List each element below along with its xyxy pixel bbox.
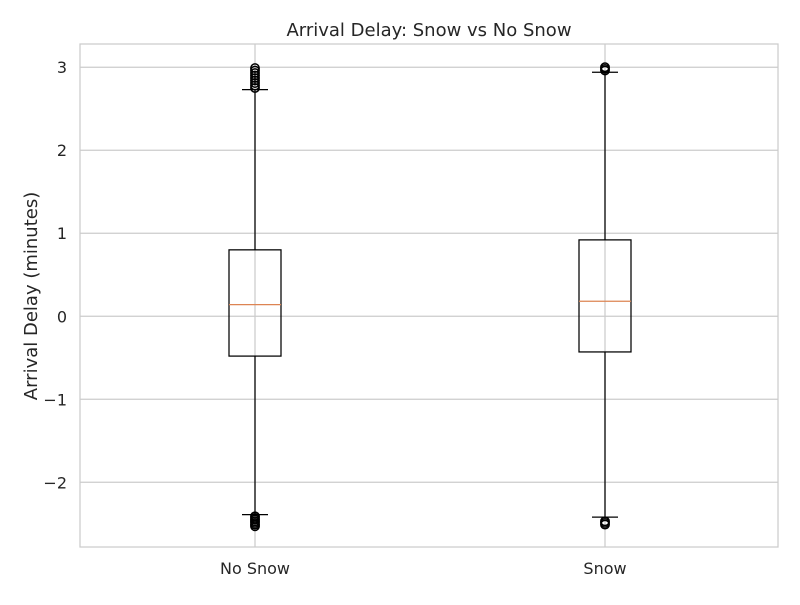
y-tick-label: −2 <box>43 473 67 492</box>
grid-layer <box>80 44 778 547</box>
outlier-point <box>600 62 610 73</box>
outlier-point <box>250 511 260 522</box>
x-tick-label: No Snow <box>220 559 290 578</box>
y-tick-label: 2 <box>57 141 67 160</box>
chart-title: Arrival Delay: Snow vs No Snow <box>286 20 571 41</box>
y-axis-title: Arrival Delay (minutes) <box>21 192 42 400</box>
plot-frame <box>79 43 779 548</box>
box-group <box>228 63 282 532</box>
x-tick-label: Snow <box>583 559 626 578</box>
x-tick-layer: No Snow Snow <box>220 559 627 578</box>
outlier-point <box>250 63 260 74</box>
box-layer <box>228 62 632 532</box>
iqr-box <box>228 249 282 357</box>
y-tick-label: 1 <box>57 224 67 243</box>
iqr-box <box>578 239 632 353</box>
outlier-point <box>600 516 610 527</box>
box-group <box>578 62 632 530</box>
y-tick-label: −1 <box>43 390 67 409</box>
y-tick-layer: −2 −1 0 1 2 3 <box>43 58 67 492</box>
y-tick-label: 3 <box>57 58 67 77</box>
y-tick-label: 0 <box>57 307 67 326</box>
